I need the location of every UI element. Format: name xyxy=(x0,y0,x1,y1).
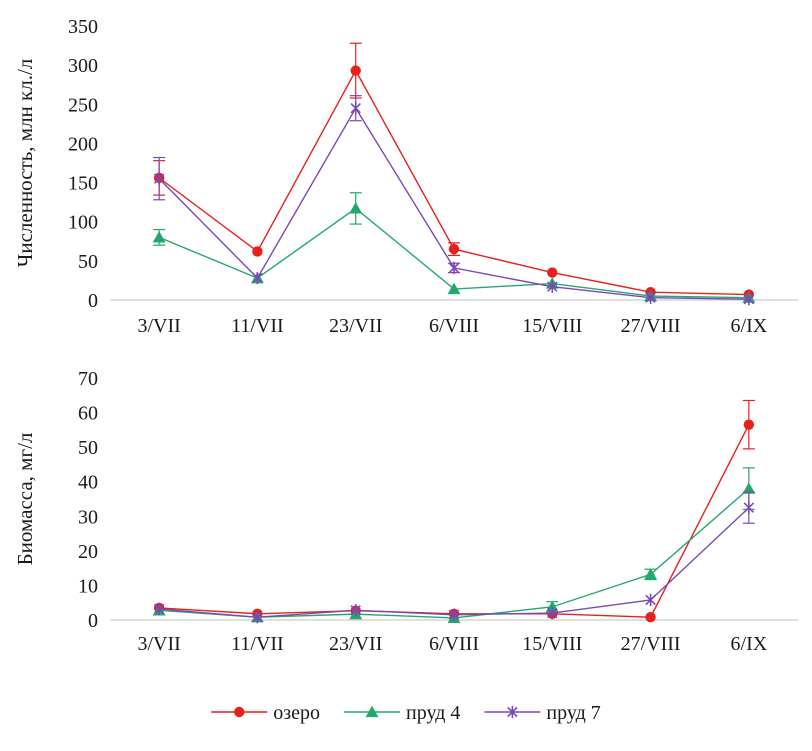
y-tick-label: 300 xyxy=(68,55,98,77)
y-tick-label: 0 xyxy=(88,610,98,632)
data-point-пруд-7-27-viii xyxy=(645,593,656,607)
data-point-пруд-7-6-viii xyxy=(448,608,460,622)
y-tick-label: 200 xyxy=(68,133,98,155)
data-point-пруд-4-23-vii xyxy=(349,202,363,214)
y-tick-label: 20 xyxy=(78,541,98,563)
legend: озеро пруд 4 пруд 7 xyxy=(211,702,601,724)
data-point-пруд-7-15-viii xyxy=(547,606,558,620)
data-point-пруд-7-11-vii xyxy=(252,271,263,285)
data-point-пруд-7-6-ix xyxy=(743,501,755,514)
y-tick-label: 100 xyxy=(68,212,98,234)
data-point-пруд-7-6-viii xyxy=(448,261,460,275)
y-axis-title: Биомасса, мг/л xyxy=(13,433,37,566)
data-point-пруд-7-11-vii xyxy=(252,611,263,624)
data-point-озеро-6-viii xyxy=(448,243,460,255)
data-point-озеро-6-ix xyxy=(743,419,755,430)
x-tick-label-11-vii: 11/VII xyxy=(231,315,284,337)
legend-label: пруд 7 xyxy=(546,702,600,724)
top-chart-abundance: 0 50 100 150 200 250 300 350 3/VII 11/VII 23/VII 6/… xyxy=(13,16,798,337)
y-tick-label: 250 xyxy=(68,94,98,116)
series-line-озеро xyxy=(158,69,749,296)
data-point-озеро-27-viii xyxy=(645,612,656,623)
x-tick-label-6-ix: 6/IX xyxy=(731,315,768,337)
y-tick-label: 50 xyxy=(78,437,98,459)
x-tick-label-6-viii: 6/VIII xyxy=(429,633,479,655)
series-озеро xyxy=(153,399,755,623)
x-tick-label-3-vii: 3/VII xyxy=(137,315,180,337)
x-tick-label-23-vii: 23/VII xyxy=(329,633,382,655)
y-tick-label: 10 xyxy=(78,575,98,597)
data-point-озеро-15-viii xyxy=(547,267,558,278)
data-point-пруд-7-6-ix xyxy=(743,293,755,306)
x-tick-label-3-vii: 3/VII xyxy=(137,633,180,655)
x-tick-label-15-viii: 15/VIII xyxy=(522,633,582,655)
y-tick-label: 350 xyxy=(68,16,98,38)
x-tick-label-11-vii: 11/VII xyxy=(231,633,284,655)
data-point-пруд-7-23-vii xyxy=(350,102,361,115)
data-point-пруд-4-27-viii xyxy=(644,567,657,580)
data-point-озеро-23-vii xyxy=(350,65,361,76)
data-point-пруд-4-6-ix xyxy=(742,482,756,494)
series-пруд-7 xyxy=(153,95,755,306)
legend-item-пруд-7: пруд 7 xyxy=(484,702,601,724)
series-line-озеро xyxy=(159,424,750,618)
series-озеро xyxy=(153,42,755,300)
series-line-пруд-7 xyxy=(159,507,750,618)
y-axis-title: Численность, млн кл./л xyxy=(13,59,37,268)
legend-marker-icon xyxy=(507,705,518,719)
x-tick-label-27-viii: 27/VIII xyxy=(621,633,681,655)
y-tick-label: 40 xyxy=(78,472,98,494)
data-point-озеро-11-vii xyxy=(252,246,263,257)
data-point-пруд-7-27-viii xyxy=(645,291,656,304)
data-point-пруд-7-3-vii xyxy=(153,602,165,616)
y-tick-label: 0 xyxy=(88,290,98,312)
y-tick-label: 60 xyxy=(78,403,98,425)
data-point-пруд-4-6-viii xyxy=(447,282,461,295)
legend-item-пруд-4: пруд 4 xyxy=(344,702,460,724)
x-tick-label-23-vii: 23/VII xyxy=(329,315,382,337)
bottom-chart-biomass: 0 10 20 30 40 50 60 70 3/VII 11/VII 23/VII 6/VIII 15… xyxy=(13,368,798,655)
data-point-пруд-7-15-viii xyxy=(547,280,558,293)
x-tick-label-15-viii: 15/VIII xyxy=(522,315,582,337)
y-tick-label: 50 xyxy=(78,251,98,273)
x-tick-label-27-viii: 27/VIII xyxy=(621,315,681,337)
legend-label: озеро xyxy=(273,702,320,724)
data-point-пруд-7-23-vii xyxy=(350,604,361,617)
y-tick-label: 30 xyxy=(78,506,98,528)
legend-label: пруд 4 xyxy=(406,702,460,724)
y-tick-label: 150 xyxy=(68,173,98,195)
x-tick-label-6-viii: 6/VIII xyxy=(429,315,479,337)
legend-item-озеро: озеро xyxy=(211,702,320,724)
series-пруд-4 xyxy=(152,467,756,624)
series-пруд-7 xyxy=(153,491,755,624)
x-tick-label-6-ix: 6/IX xyxy=(731,633,768,655)
legend-marker-icon xyxy=(234,706,245,718)
data-point-пруд-7-3-vii xyxy=(153,172,165,185)
y-tick-label: 70 xyxy=(78,368,98,390)
legend-marker-icon xyxy=(365,705,379,718)
data-point-пруд-4-3-vii xyxy=(152,230,166,243)
